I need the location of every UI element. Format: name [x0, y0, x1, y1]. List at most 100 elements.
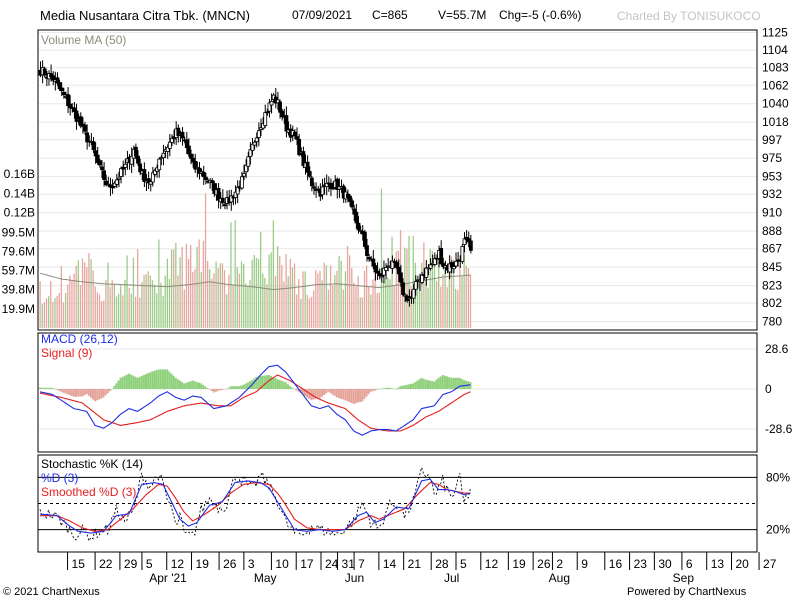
macd-histogram-bar: [189, 381, 192, 389]
volume-bar: [317, 273, 319, 328]
volume-bar: [323, 262, 325, 328]
volume-bar: [128, 287, 130, 328]
candle-body: [93, 150, 98, 157]
candle-body: [59, 87, 64, 92]
volume-bar: [147, 271, 149, 328]
candle-body: [229, 195, 234, 203]
volume-bar: [132, 257, 135, 328]
candle-body: [180, 131, 185, 139]
volume-bar: [215, 261, 217, 328]
macd-histogram-bar: [407, 384, 410, 389]
x-day-label: 3: [248, 557, 255, 571]
volume-bar: [438, 261, 440, 328]
macd-histogram-bar: [350, 389, 353, 403]
macd-histogram-bar: [221, 389, 224, 390]
x-day-label: 19: [196, 557, 210, 571]
candle-body: [193, 160, 198, 170]
macd-histogram-bar: [191, 380, 194, 389]
volume-bar: [279, 255, 281, 328]
volume-bar: [465, 265, 467, 328]
macd-histogram-bar: [293, 389, 296, 390]
macd-histogram-bar: [446, 376, 449, 389]
macd-histogram-bar: [405, 384, 408, 389]
volume-bar: [446, 287, 448, 328]
macd-histogram-bar: [85, 389, 88, 395]
macd-histogram-bar: [272, 377, 275, 389]
macd-histogram-bar: [70, 389, 73, 396]
volume-bar: [253, 255, 255, 328]
volume-bar: [332, 285, 334, 328]
charted-by-credit: Charted By TONISUKOCO: [617, 9, 761, 23]
macd-histogram-bar: [149, 372, 152, 389]
x-month-label: Jul: [444, 571, 459, 585]
x-month-label: Jun: [345, 571, 364, 585]
macd-histogram-bar: [278, 380, 281, 389]
x-day-label: 12: [171, 557, 185, 571]
x-day-label: 14: [383, 557, 397, 571]
volume-bar: [440, 286, 442, 328]
candle-body: [110, 186, 115, 189]
candle-body: [352, 208, 357, 215]
candle-body: [390, 260, 395, 269]
volume-bar: [190, 245, 192, 328]
macd-histogram-bar: [365, 389, 368, 397]
volume-bar: [365, 265, 368, 328]
volume-ma-legend: Volume MA (50): [41, 33, 126, 47]
volume-bar: [200, 272, 202, 328]
volume-bar: [158, 239, 160, 328]
candle-body: [307, 171, 312, 177]
candle-body: [197, 167, 202, 174]
volume-bar: [442, 274, 444, 328]
macd-histogram-bar: [142, 375, 145, 389]
volume-bar: [187, 258, 190, 328]
volume-bar: [213, 273, 215, 328]
volume-bar: [52, 301, 54, 328]
x-day-label: 5: [146, 557, 153, 571]
macd-histogram-bar: [217, 389, 220, 391]
macd-histogram-bar: [340, 389, 343, 399]
candle-body: [91, 141, 96, 151]
stoch-panel-frame: [37, 454, 758, 553]
price-tick-label: 845: [762, 260, 782, 274]
candle-body: [203, 176, 208, 181]
candle-body: [121, 166, 126, 170]
volume-bar: [67, 284, 69, 328]
candle-body: [305, 161, 310, 173]
macd-histogram-bar: [276, 379, 279, 389]
price-tick-label: 1083: [762, 61, 789, 75]
macd-histogram-bar: [325, 389, 328, 394]
volume-bar: [173, 249, 175, 328]
macd-histogram-bar: [382, 388, 385, 389]
macd-histogram-bar: [66, 389, 69, 395]
macd-histogram-bar: [342, 389, 345, 400]
candle-body: [191, 157, 196, 163]
volume-bar: [287, 276, 289, 328]
macd-histogram-bar: [335, 389, 338, 398]
candle-body: [411, 288, 416, 299]
volume-bar: [100, 301, 103, 328]
macd-histogram-bar: [412, 383, 415, 389]
x-day-label: 26: [537, 557, 551, 571]
volume-bar: [353, 282, 355, 328]
macd-histogram-bar: [147, 373, 150, 389]
macd-histogram-bar: [416, 380, 419, 389]
candle-body: [384, 267, 388, 271]
volume-bar: [77, 260, 79, 328]
volume-bar: [285, 253, 287, 328]
volume-bar: [457, 290, 459, 328]
x-day-label: 7: [358, 557, 365, 571]
candle-body: [210, 180, 215, 184]
price-tick-label: 823: [762, 279, 782, 293]
volume-bar: [109, 287, 111, 328]
volume-bar: [257, 258, 260, 328]
macd-histogram-bar: [89, 389, 92, 398]
candle-body: [259, 127, 263, 130]
macd-histogram-bar: [354, 389, 357, 404]
volume-bar: [289, 258, 291, 328]
candle-body: [233, 191, 238, 198]
candle-body: [83, 124, 87, 132]
volume-bar: [463, 254, 465, 328]
candle-body: [447, 263, 452, 273]
volume-bar: [247, 286, 249, 328]
candle-body: [269, 100, 274, 106]
